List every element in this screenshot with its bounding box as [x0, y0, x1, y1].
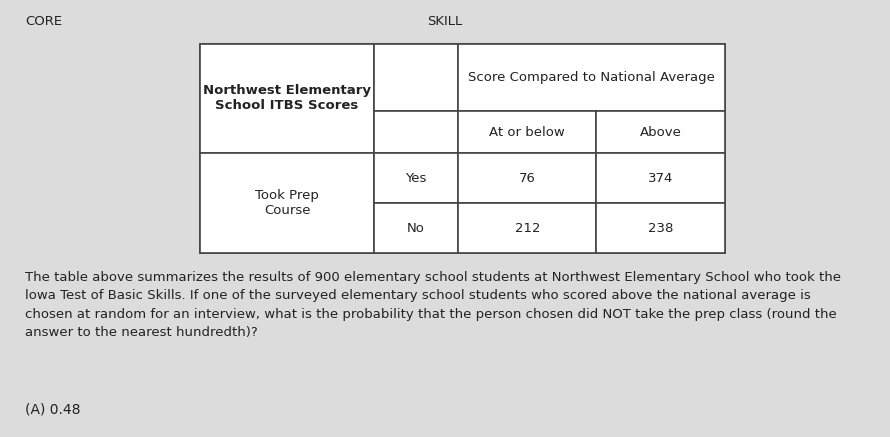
Bar [200, 44, 374, 153]
Bar [458, 44, 725, 111]
Text: 212: 212 [514, 222, 540, 235]
Text: CORE: CORE [25, 15, 62, 28]
Text: 374: 374 [648, 172, 674, 184]
Bar [596, 203, 725, 253]
Bar [374, 153, 458, 203]
Bar [458, 111, 596, 153]
Bar [374, 111, 458, 153]
Bar [458, 203, 596, 253]
Bar [596, 111, 725, 153]
Bar [200, 153, 374, 253]
Bar [374, 44, 458, 111]
Text: At or below: At or below [490, 126, 565, 139]
Bar [458, 153, 596, 203]
Text: SKILL: SKILL [427, 15, 463, 28]
Text: 238: 238 [648, 222, 674, 235]
Text: The table above summarizes the results of 900 elementary school students at Nort: The table above summarizes the results o… [25, 271, 841, 340]
Bar [200, 44, 725, 253]
Text: No: No [407, 222, 425, 235]
Bar [596, 153, 725, 203]
Text: 76: 76 [519, 172, 536, 184]
Text: Took Prep
Course: Took Prep Course [255, 189, 319, 217]
Text: Yes: Yes [405, 172, 427, 184]
Text: Score Compared to National Average: Score Compared to National Average [468, 71, 716, 84]
Text: Northwest Elementary
School ITBS Scores: Northwest Elementary School ITBS Scores [203, 84, 371, 112]
Text: (A) 0.48: (A) 0.48 [25, 402, 80, 416]
Bar [374, 203, 458, 253]
Text: Above: Above [640, 126, 682, 139]
